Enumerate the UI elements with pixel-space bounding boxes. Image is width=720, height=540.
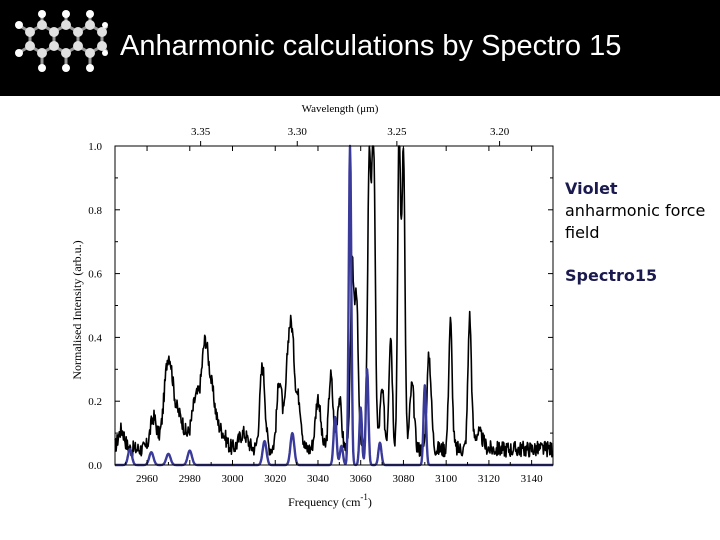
y-tick-label: 0.4 <box>88 332 102 344</box>
legend-spectro-title: Spectro15 <box>565 266 658 285</box>
x-tick-label: 2960 <box>136 473 159 485</box>
x-tick-label: 3020 <box>264 473 287 485</box>
x-tick-label: 3000 <box>222 473 245 485</box>
top-tick-label: 3.35 <box>191 126 211 138</box>
y-axis-label: Normalised Intensity (arb.u.) <box>70 240 84 379</box>
axes: 2960 2980 3000 3020 3040 3060 3080 3100 3120 3140… <box>88 126 554 485</box>
y-tick-label: 1.0 <box>88 141 102 153</box>
slide-title: Anharmonic calculations by Spectro 15 <box>120 30 622 62</box>
x-tick-label: 3040 <box>307 473 330 485</box>
y-tick-label: 0.2 <box>88 396 102 408</box>
legend-violet-title: Violet <box>565 179 618 198</box>
legend-violet-body: anharmonic force field <box>565 201 706 242</box>
top-axis-label: Wavelength (μm) <box>302 103 379 115</box>
spectrum-chart: 2960 2980 3000 3020 3040 3060 3080 3100 3120 3140… <box>70 103 554 509</box>
experimental-spectrum-line <box>114 145 554 458</box>
x-tick-label: 3100 <box>435 473 458 485</box>
y-tick-label: 0.0 <box>88 460 102 472</box>
top-tick-label: 3.20 <box>490 126 510 138</box>
x-tick-label: 3060 <box>350 473 373 485</box>
y-tick-label: 0.6 <box>88 269 102 281</box>
molecule-icon <box>15 10 108 72</box>
legend-spectro: Spectro15 <box>565 265 657 287</box>
x-axis-label: Frequency (cm-1) <box>288 492 372 509</box>
top-tick-label: 3.25 <box>387 126 407 138</box>
y-tick-label: 0.8 <box>88 205 102 217</box>
x-tick-label: 3080 <box>392 473 415 485</box>
slide-header: Anharmonic calculations by Spectro 15 <box>0 0 720 96</box>
x-tick-label: 3140 <box>521 473 544 485</box>
legend-violet: Violet anharmonic force field <box>565 178 715 244</box>
spectrum-traces <box>114 144 554 467</box>
x-tick-label: 2980 <box>179 473 202 485</box>
x-tick-label: 3120 <box>478 473 501 485</box>
top-tick-label: 3.30 <box>288 126 308 138</box>
